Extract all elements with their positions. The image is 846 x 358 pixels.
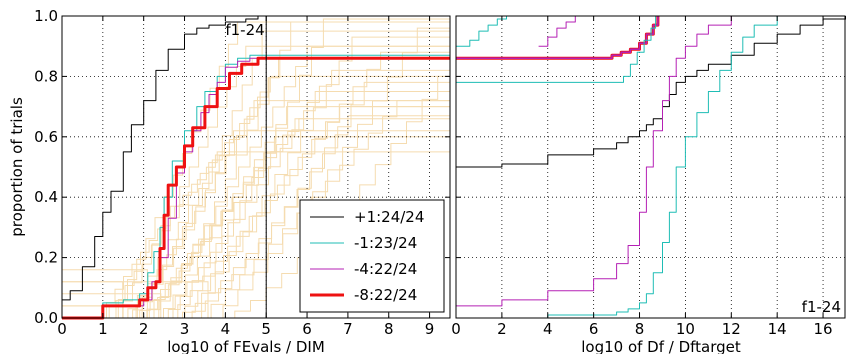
x-tick-label: 8 — [635, 320, 645, 338]
right-grid — [456, 16, 846, 318]
y-tick-label: 0.8 — [34, 67, 58, 85]
background-ecdf-line — [62, 100, 450, 319]
x-tick-label: 1 — [98, 320, 108, 338]
x-tick-label: 16 — [814, 320, 833, 338]
background-ecdf-line — [62, 151, 450, 319]
right-series — [456, 16, 846, 319]
background-ecdf-line — [62, 106, 450, 319]
legend-label: +1:24/24 — [354, 208, 424, 226]
left-background-lines — [62, 18, 450, 319]
x-tick-label: 5 — [261, 320, 271, 338]
left-panel: 0 1 2 3 4 5 6 7 8 9 0.0 0.2 0.4 0.6 0.8 1.0 f1-24 log10… — [8, 7, 451, 356]
left-grid — [62, 16, 450, 318]
left-x-axis-label: log10 of FEvals / DIM — [167, 338, 325, 354]
legend-label: -4:22/24 — [354, 260, 417, 278]
left-plot-frame — [61, 15, 451, 319]
x-tick-label: 9 — [425, 320, 435, 338]
x-tick-label: 2 — [497, 320, 507, 338]
x-tick-label: 0 — [451, 320, 461, 338]
series-line--1-upper — [456, 16, 657, 83]
x-tick-label: 3 — [180, 320, 190, 338]
series-line--8:22/24-overlay — [456, 16, 659, 60]
background-ecdf-line — [62, 45, 450, 319]
x-tick-label: 0 — [57, 320, 67, 338]
y-tick-label: 1.0 — [34, 7, 58, 25]
background-ecdf-line — [62, 136, 450, 319]
right-panel: 0 2 4 6 8 10 12 14 16 f1-24 log10 of Df / Dftarg… — [451, 15, 846, 356]
background-ecdf-line — [62, 18, 450, 319]
right-x-axis-label: log10 of Df / Dftarget — [581, 338, 741, 354]
legend-label: -1:23/24 — [354, 234, 417, 252]
x-tick-label: 14 — [768, 320, 787, 338]
background-ecdf-line — [62, 51, 450, 319]
left-ticks: 0 1 2 3 4 5 6 7 8 9 0.0 0.2 0.4 0.6 0.8 1.0 — [34, 7, 450, 338]
right-panel-annotation: f1-24 — [802, 298, 841, 316]
x-tick-label: 7 — [343, 320, 353, 338]
background-ecdf-line — [62, 45, 450, 319]
legend-box — [299, 199, 445, 313]
right-ticks: 0 2 4 6 8 10 12 14 16 — [451, 15, 833, 338]
y-axis-label: proportion of trials — [8, 97, 26, 237]
y-tick-label: 0.4 — [34, 188, 58, 206]
series-line-+1:24/24 — [62, 15, 450, 301]
background-ecdf-line — [62, 115, 450, 319]
x-tick-label: 2 — [139, 320, 149, 338]
series-line--4:22/24 — [456, 16, 732, 307]
y-tick-label: 0.2 — [34, 249, 58, 267]
x-tick-label: 6 — [302, 320, 312, 338]
background-ecdf-line — [62, 118, 450, 319]
x-tick-label: 12 — [722, 320, 741, 338]
series-line--1:23/24 — [62, 54, 450, 319]
x-tick-label: 6 — [589, 320, 599, 338]
right-plot-frame — [455, 15, 846, 319]
background-ecdf-line — [62, 57, 450, 319]
background-ecdf-line — [62, 36, 450, 319]
series-line-top-mid-magenta — [538, 16, 576, 47]
series-line--1:23/24 — [456, 16, 778, 319]
legend-label: -8:22/24 — [354, 286, 417, 304]
left-series — [62, 15, 450, 320]
left-panel-annotation: f1-24 — [225, 21, 264, 39]
x-tick-label: 8 — [384, 320, 394, 338]
x-tick-label: 4 — [543, 320, 553, 338]
y-tick-label: 0.6 — [34, 128, 58, 146]
x-tick-label: 4 — [221, 320, 231, 338]
series-line-top-left-cyan — [456, 16, 507, 47]
legend: +1:24/24 -1:23/24 -4:22/24 -8:22/24 — [299, 199, 445, 313]
series-line--8:22/24 — [62, 56, 450, 320]
x-tick-label: 10 — [676, 320, 695, 338]
background-ecdf-line — [62, 69, 450, 319]
y-tick-label: 0.0 — [34, 309, 58, 327]
